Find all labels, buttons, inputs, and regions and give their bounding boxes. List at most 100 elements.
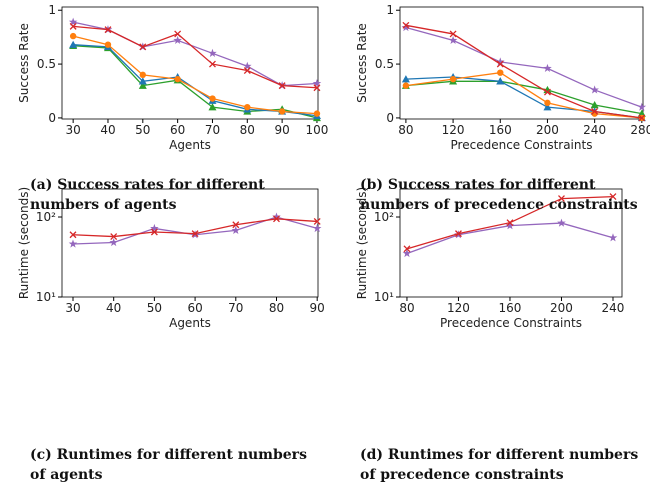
marker [139,71,147,79]
marker [243,67,251,74]
marker [637,102,647,111]
marker [506,219,514,227]
marker [497,69,504,76]
marker [403,245,411,253]
marker [455,230,462,238]
marker [209,60,216,68]
series-line [73,45,318,119]
y-tick-label: 0 [48,111,56,125]
marker [495,57,505,66]
x-tick-label: 80 [269,301,284,315]
marker [243,61,252,70]
plot-frame [61,6,319,120]
marker [312,78,322,88]
caption: (a) Success rates for different numbers … [30,177,265,213]
x-tick-label: 90 [274,123,289,137]
marker [402,248,412,258]
caption: (c) Runtimes for different numbers of ag… [30,447,307,483]
x-tick-label: 70 [205,123,220,137]
marker [69,231,77,239]
y-tick-label: 0.5 [375,57,394,71]
marker [313,84,321,92]
x-tick-label: 240 [602,301,625,315]
plot-frame [61,188,319,298]
marker [150,223,159,233]
x-tick-label: 50 [147,301,162,315]
marker [401,22,411,32]
x-tick-label: 120 [442,123,465,137]
marker [208,103,217,111]
x-tick-label: 80 [398,123,413,137]
series-line [73,44,318,117]
marker [68,17,78,26]
marker [138,81,147,89]
marker [278,82,286,90]
caption: (b) Success rates for different numbers … [360,177,638,213]
x-tick-label: 50 [135,123,150,137]
marker [543,88,551,96]
y-tick-label: 10² [36,210,56,224]
marker [449,30,457,38]
x-tick-label: 40 [106,301,121,315]
x-tick-label: 30 [66,123,81,137]
y-axis-label: Runtime (seconds) [17,187,31,299]
series-line [73,25,317,89]
x-tick-label: 200 [536,123,559,137]
x-tick-label: 240 [583,123,606,137]
caption: (d) Runtimes for different numbers of pr… [360,447,639,483]
marker [150,228,158,236]
marker [139,43,147,51]
marker [313,110,321,117]
marker [174,75,181,83]
marker [208,48,217,57]
x-tick-label: 90 [310,301,325,315]
series-line [405,76,642,119]
marker [104,26,112,34]
marker [591,108,599,115]
marker [272,212,281,221]
y-tick-label: 10¹ [36,290,56,304]
marker [69,22,77,30]
marker [173,35,182,45]
marker [244,103,251,111]
marker [402,21,410,29]
marker [273,215,280,223]
x-tick-label: 70 [228,301,243,315]
marker [174,30,182,38]
marker [68,239,78,248]
series-line [405,80,642,115]
marker [402,82,410,89]
y-axis-label: Success Rate [355,23,369,103]
x-tick-label: 200 [550,301,573,315]
y-axis-label: Success Rate [17,23,31,103]
x-axis-label: Precedence Constraints [440,316,582,330]
marker [191,230,199,238]
marker [638,114,646,122]
marker [449,75,457,83]
x-tick-label: 100 [306,123,329,137]
y-axis-label: Runtime (seconds) [355,187,369,299]
series-line [405,24,642,119]
x-tick-label: 120 [447,301,470,315]
marker [544,99,551,107]
y-tick-label: 1 [48,3,56,17]
marker [110,233,118,241]
x-axis-label: Agents [169,316,211,330]
marker [104,41,112,48]
x-tick-label: 80 [240,123,255,137]
marker [109,238,118,247]
marker [590,101,599,109]
marker [313,217,321,225]
marker [543,63,552,73]
series-line [405,26,643,108]
marker [138,77,147,85]
marker [543,103,552,111]
marker [590,85,599,94]
marker [609,193,617,201]
y-tick-label: 0 [386,111,394,125]
marker [69,40,78,48]
marker [312,223,322,233]
series-line [406,222,614,255]
